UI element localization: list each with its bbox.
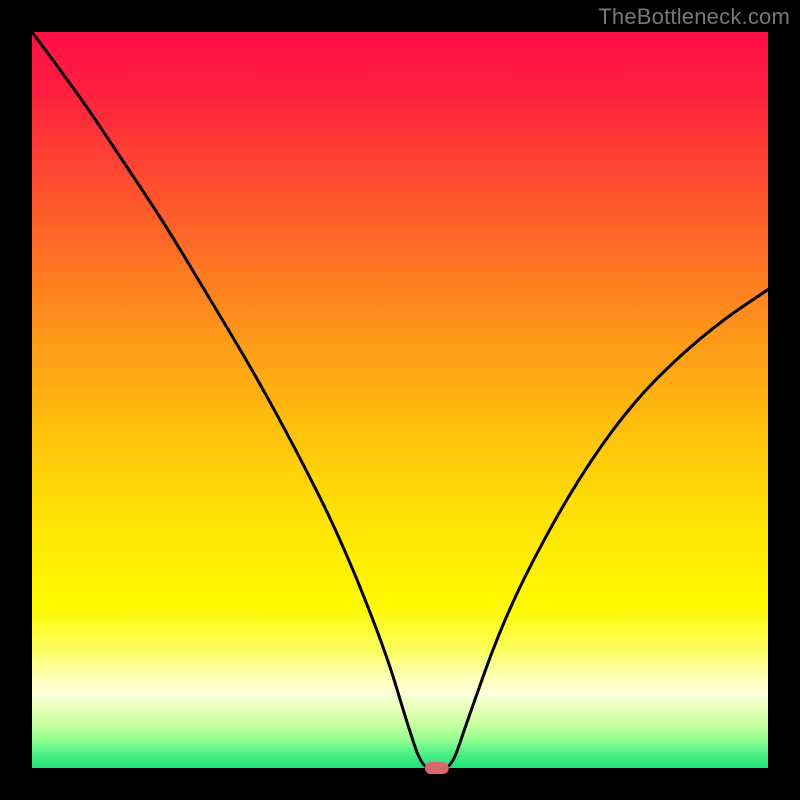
bottleneck-chart xyxy=(0,0,800,800)
watermark-text: TheBottleneck.com xyxy=(598,4,790,30)
optimal-point-marker xyxy=(425,762,449,774)
chart-container: TheBottleneck.com xyxy=(0,0,800,800)
plot-background xyxy=(32,32,768,768)
